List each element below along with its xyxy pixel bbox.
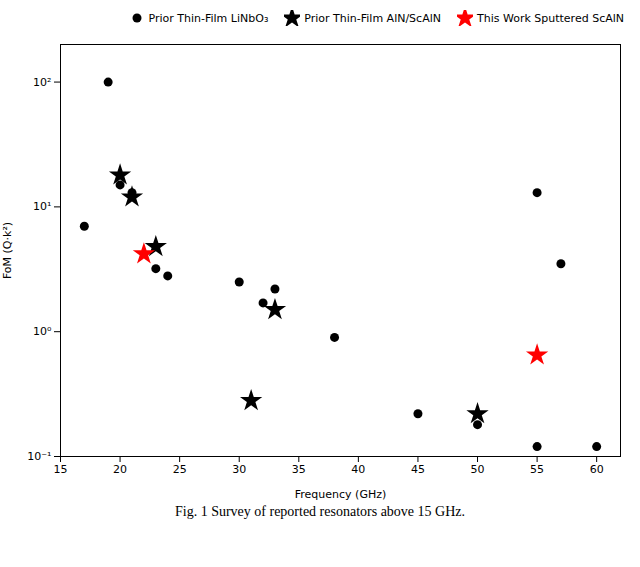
svg-text:Frequency (GHz): Frequency (GHz) <box>295 488 386 501</box>
svg-text:40: 40 <box>351 463 365 476</box>
html-text:This Work Sputtered ScAlN: This Work Sputtered ScAlN <box>477 11 624 25</box>
svg-text:55: 55 <box>530 463 544 476</box>
svg-text:50: 50 <box>471 463 485 476</box>
svg-text:10⁻¹: 10⁻¹ <box>27 450 51 463</box>
html-text:Prior Thin-Film AlN/ScAlN: Prior Thin-Film AlN/ScAlN <box>304 11 441 25</box>
svg-text:10²: 10² <box>33 76 51 89</box>
svg-text:30: 30 <box>232 463 246 476</box>
svg-text:20: 20 <box>113 463 127 476</box>
html-text:Fig. 1 Survey of reported reso: Fig. 1 Survey of reported resonators abo… <box>175 504 465 519</box>
svg-text:60: 60 <box>590 463 604 476</box>
svg-text:15: 15 <box>54 463 68 476</box>
svg-text:10¹: 10¹ <box>33 200 51 213</box>
svg-text:25: 25 <box>173 463 187 476</box>
svg-text:45: 45 <box>411 463 425 476</box>
svg-text:FoM (Q·k²): FoM (Q·k²) <box>1 222 14 279</box>
svg-text:10⁰: 10⁰ <box>33 325 52 338</box>
html-text:Prior Thin-Film LiNbO₃: Prior Thin-Film LiNbO₃ <box>148 11 269 25</box>
svg-text:35: 35 <box>292 463 306 476</box>
